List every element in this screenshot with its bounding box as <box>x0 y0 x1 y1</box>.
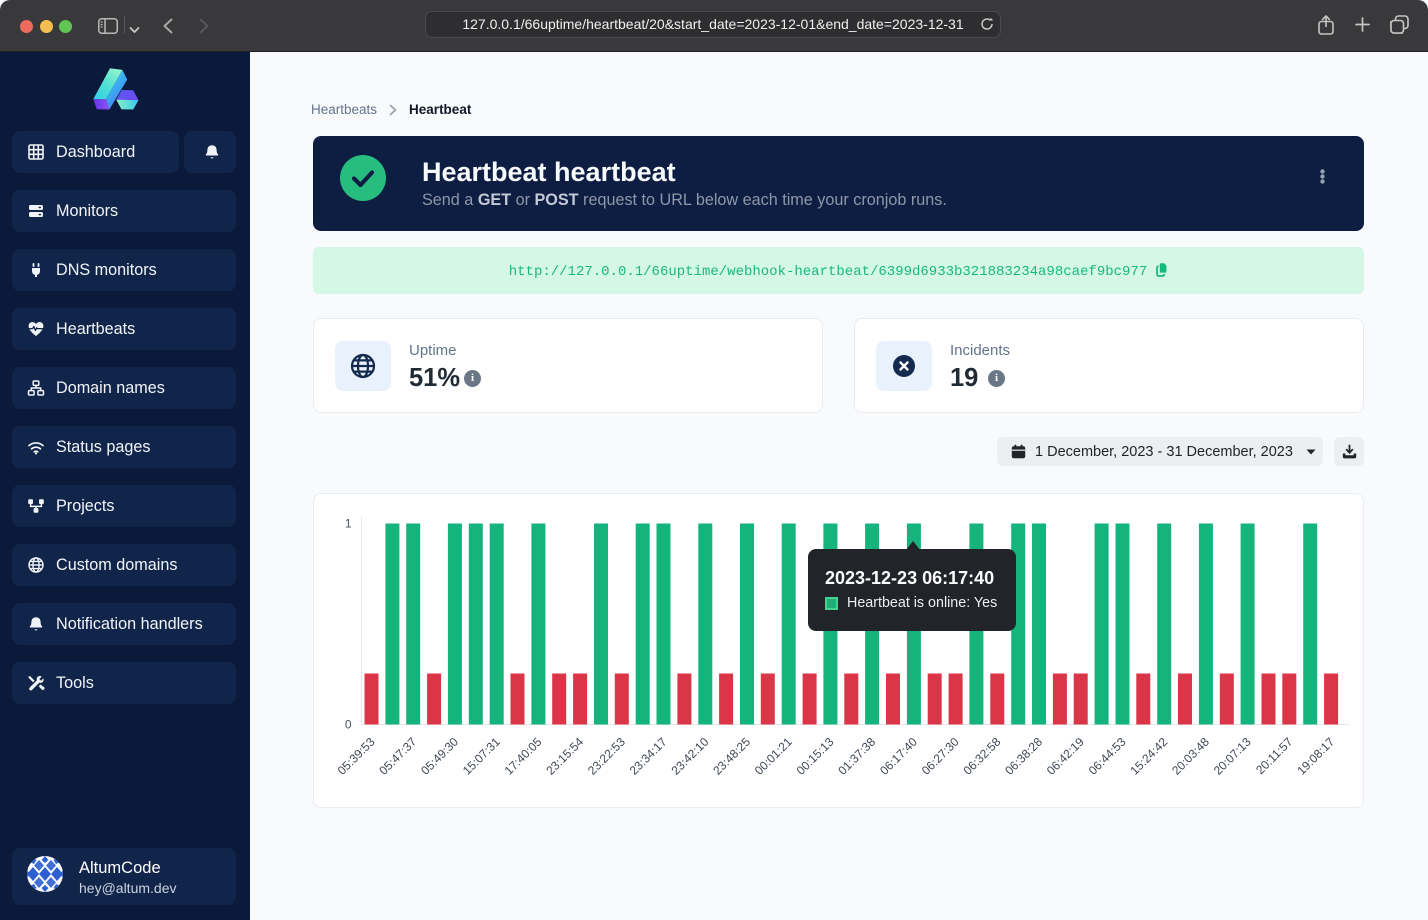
svg-text:1: 1 <box>345 517 352 531</box>
svg-text:15:07:31: 15:07:31 <box>460 734 503 777</box>
svg-text:19:08:17: 19:08:17 <box>1294 734 1337 777</box>
svg-text:06:44:53: 06:44:53 <box>1086 734 1129 777</box>
svg-text:0: 0 <box>345 718 352 732</box>
svg-text:06:17:40: 06:17:40 <box>877 734 920 777</box>
svg-text:20:11:57: 20:11:57 <box>1253 734 1296 777</box>
svg-text:05:39:53: 05:39:53 <box>335 734 378 777</box>
svg-text:20:07:13: 20:07:13 <box>1211 734 1254 777</box>
svg-text:00:01:21: 00:01:21 <box>752 734 795 777</box>
svg-text:23:42:10: 23:42:10 <box>668 734 711 777</box>
svg-text:06:32:58: 06:32:58 <box>960 734 1003 777</box>
svg-text:20:03:48: 20:03:48 <box>1169 734 1212 777</box>
svg-text:23:15:54: 23:15:54 <box>543 734 586 777</box>
svg-text:15:24:42: 15:24:42 <box>1127 734 1170 777</box>
svg-text:23:22:53: 23:22:53 <box>585 734 628 777</box>
svg-text:05:47:37: 05:47:37 <box>376 734 419 777</box>
svg-text:23:34:17: 23:34:17 <box>627 734 670 777</box>
svg-text:23:48:25: 23:48:25 <box>710 734 753 777</box>
svg-text:06:42:19: 06:42:19 <box>1044 734 1087 777</box>
svg-text:01:37:38: 01:37:38 <box>835 734 878 777</box>
svg-text:05:49:30: 05:49:30 <box>418 734 461 777</box>
svg-text:06:38:28: 06:38:28 <box>1002 734 1045 777</box>
svg-text:06:27:30: 06:27:30 <box>919 734 962 777</box>
svg-text:00:15:13: 00:15:13 <box>794 734 837 777</box>
svg-text:17:40:05: 17:40:05 <box>502 734 545 777</box>
